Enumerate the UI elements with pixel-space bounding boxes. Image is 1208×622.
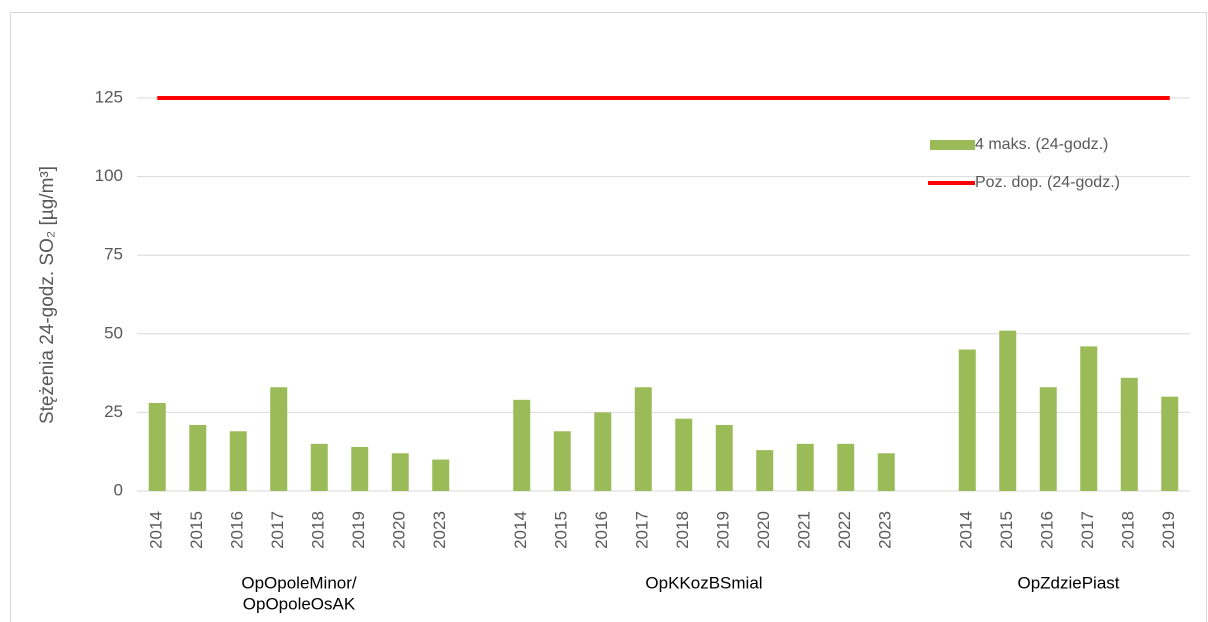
- x-tick-label: 2020: [754, 511, 773, 549]
- x-tick-label: 2014: [511, 511, 530, 549]
- bar: [513, 399, 531, 491]
- x-tick-label: 2017: [1078, 511, 1097, 549]
- bar: [148, 402, 166, 491]
- bar: [675, 418, 693, 491]
- chart-frame: [10, 12, 1207, 622]
- bar: [229, 431, 247, 491]
- bar: [351, 446, 369, 491]
- x-tick-label: 2015: [997, 511, 1016, 549]
- x-tick-label: 2015: [552, 511, 571, 549]
- x-tick-label: 2016: [592, 511, 611, 549]
- bar: [553, 431, 571, 491]
- x-tick-label: 2016: [228, 511, 247, 549]
- bar: [715, 424, 733, 491]
- x-tick-label: 2019: [349, 511, 368, 549]
- y-tick-label: 50: [104, 323, 123, 342]
- bar: [958, 349, 976, 491]
- group-label: OpKKozBSmial: [645, 573, 762, 592]
- group-label: OpZdziePiast: [1017, 573, 1119, 592]
- x-tick-label: 2018: [673, 511, 692, 549]
- bar: [634, 387, 652, 491]
- bar: [999, 330, 1017, 491]
- x-tick-label: 2019: [1159, 511, 1178, 549]
- x-tick-label: 2023: [876, 511, 895, 549]
- bar: [391, 453, 409, 491]
- x-tick-label: 2021: [795, 511, 814, 549]
- y-tick-label: 0: [114, 480, 123, 499]
- bar: [1161, 396, 1179, 491]
- x-tick-label: 2014: [957, 511, 976, 549]
- group-label: OpOpoleOsAK: [243, 594, 356, 613]
- x-tick-label: 2018: [309, 511, 328, 549]
- x-tick-label: 2022: [835, 511, 854, 549]
- bar: [594, 412, 612, 491]
- x-tick-label: 2019: [714, 511, 733, 549]
- x-tick-label: 2020: [390, 511, 409, 549]
- x-tick-label: 2015: [187, 511, 206, 549]
- legend-label: Poz. dop. (24-godz.): [975, 174, 1120, 191]
- bar: [270, 387, 288, 491]
- bar: [432, 459, 450, 491]
- bar: [837, 443, 855, 491]
- bar: [189, 424, 207, 491]
- bar: [796, 443, 814, 491]
- bar: [310, 443, 328, 491]
- y-tick-label: 75: [104, 245, 123, 264]
- y-tick-label: 100: [95, 166, 123, 185]
- x-tick-label: 2017: [633, 511, 652, 549]
- y-axis-label: Stężenia 24-godz. SO₂ [µg/m³]: [37, 166, 58, 424]
- y-tick-label: 125: [95, 87, 123, 106]
- x-tick-label: 2017: [268, 511, 287, 549]
- x-tick-label: 2018: [1119, 511, 1138, 549]
- x-tick-label: 2014: [147, 511, 166, 549]
- y-tick-label: 25: [104, 402, 123, 421]
- bar: [877, 453, 895, 491]
- x-tick-label: 2023: [430, 511, 449, 549]
- group-label: OpOpoleMinor/: [241, 573, 357, 592]
- bar: [1039, 387, 1057, 491]
- legend-swatch: [930, 140, 975, 150]
- legend-label: 4 maks. (24-godz.): [975, 136, 1108, 153]
- x-tick-label: 2016: [1038, 511, 1057, 549]
- bar: [1120, 377, 1138, 491]
- bar: [1080, 346, 1098, 491]
- bar: [756, 450, 774, 491]
